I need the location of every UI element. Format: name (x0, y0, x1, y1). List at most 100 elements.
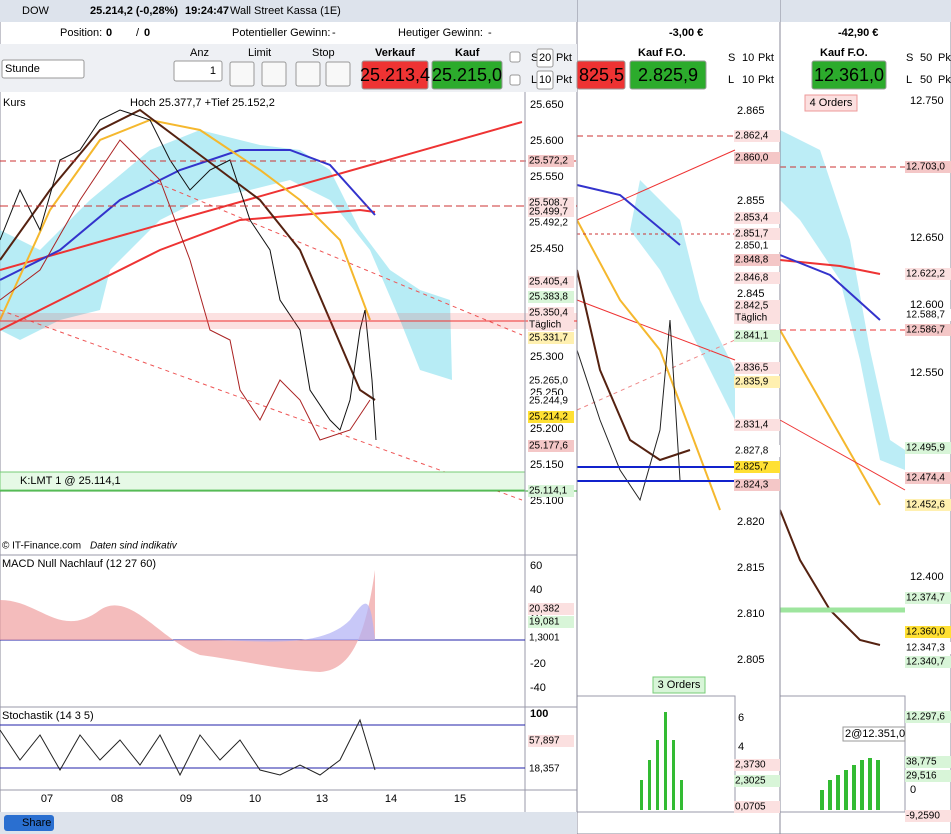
button[interactable] (1, 59, 85, 79)
pts: 50 (920, 74, 932, 86)
period-select[interactable]: Stunde (5, 63, 40, 75)
label: Verkauf (375, 47, 415, 59)
price-tag (734, 445, 780, 457)
axis-label: 2.845 (737, 288, 765, 300)
panel-title: Kurs (3, 97, 26, 109)
price-tag-label: 25.508,7 (529, 198, 568, 209)
price-tag-label: 2.853,4 (735, 213, 769, 224)
share-button[interactable] (4, 815, 54, 831)
price-tag (528, 155, 574, 167)
price-tag-label: 12.452,6 (906, 500, 945, 511)
button[interactable] (361, 60, 429, 90)
price-tag (734, 272, 780, 284)
price-tag-label: 25.499,7 (529, 207, 568, 218)
share[interactable]: Share (22, 817, 51, 829)
price-tag-label: 25.114,1 (529, 486, 568, 497)
buy-button[interactable]: 2.825,9 (638, 65, 698, 85)
price-tag-label: 12.588,7 (906, 310, 945, 321)
price-tag (528, 276, 574, 288)
label: Pkt (938, 74, 951, 86)
label: Heutiger Gewinn: (398, 27, 483, 39)
button[interactable] (295, 61, 321, 87)
histogram (820, 758, 880, 810)
price-tag-label: 0,0705 (735, 802, 766, 813)
button[interactable] (325, 61, 351, 87)
price-tag-label: 12.297,6 (906, 712, 945, 723)
price-tag-label: 2.846,8 (735, 273, 769, 284)
price-tag (734, 312, 780, 324)
button[interactable] (261, 61, 287, 87)
price-tag (905, 810, 951, 822)
label: L (531, 74, 537, 86)
axis-label: 2.820 (737, 516, 765, 528)
price-tag (734, 254, 780, 266)
axis-label: 12.550 (910, 367, 944, 379)
axis-label: 100 (530, 708, 548, 720)
today: -3,00 € (669, 27, 703, 39)
pts: 50 (920, 52, 932, 64)
order-label[interactable]: K:LMT 1 @ 25.114,1 (20, 475, 121, 487)
price-tag-label: Täglich (529, 320, 561, 331)
axis-label: 60 (530, 560, 542, 572)
ma-line (779, 329, 881, 506)
price-tag-label: 2.824,3 (735, 480, 769, 491)
button[interactable] (509, 51, 521, 63)
button[interactable] (509, 74, 521, 86)
position-badge[interactable] (842, 726, 906, 742)
price-tag (528, 411, 574, 423)
price-tag-label: 1,3001 (529, 633, 560, 644)
axis-label: 0 (910, 784, 916, 796)
button[interactable] (173, 60, 223, 82)
price-tag-label: 25.244,9 (529, 396, 568, 407)
price-tag (528, 217, 574, 229)
sell-button[interactable]: 25.213,4 (360, 65, 430, 85)
trend-line (576, 299, 736, 361)
price-tag-label: 25.177,6 (529, 441, 568, 452)
button[interactable] (811, 60, 887, 90)
button[interactable] (536, 70, 554, 90)
price-tag (734, 240, 780, 252)
histogram (640, 712, 683, 810)
quote: 25.214,2 (-0,28%) (90, 5, 178, 17)
ma-line (576, 269, 691, 462)
position-label[interactable]: 2@12.351,0 (845, 728, 905, 740)
price-tag-label: 18,357 (529, 764, 560, 775)
label: S (728, 52, 735, 64)
label: Pkt (758, 52, 774, 64)
axis-label: 12.650 (910, 232, 944, 244)
orders-badge[interactable] (652, 676, 706, 694)
price-tag (905, 642, 951, 654)
button[interactable] (576, 60, 626, 90)
price-tag (528, 291, 574, 303)
orders-badge[interactable] (804, 94, 858, 112)
price-tag (905, 442, 951, 454)
price-tag-label: 25.214,2 (529, 412, 568, 423)
button[interactable] (431, 60, 503, 90)
window-frame (0, 0, 578, 834)
button[interactable] (629, 60, 707, 90)
label: Limit (248, 47, 271, 59)
value: 0 (106, 27, 112, 39)
value: - (488, 27, 492, 39)
panel-title: Stochastik (14 3 5) (2, 710, 94, 722)
button[interactable] (229, 61, 255, 87)
buy-button[interactable]: 25.215,0 (432, 65, 502, 85)
price-tag-label: 25.572,2 (529, 156, 568, 167)
price-tag (528, 616, 574, 628)
button[interactable] (536, 48, 554, 68)
price-tag (528, 485, 574, 497)
date-label: 10 (249, 793, 261, 805)
price-tag-label: 25.265,0 (529, 376, 568, 387)
qty-input[interactable]: 1 (210, 65, 216, 77)
price-tag-label: 2.862,4 (735, 131, 769, 142)
label: Pkt (938, 52, 951, 64)
price-tag (528, 307, 574, 319)
price-tag-label: 19,081 (529, 617, 560, 628)
orders[interactable]: 4 Orders (810, 97, 853, 109)
orders[interactable]: 3 Orders (658, 679, 701, 691)
buy-button[interactable]: 12.361,0 (814, 65, 884, 85)
axis-label: -20 (530, 658, 546, 670)
price-tag (905, 268, 951, 280)
sell-button[interactable]: 825,5 (579, 65, 624, 85)
